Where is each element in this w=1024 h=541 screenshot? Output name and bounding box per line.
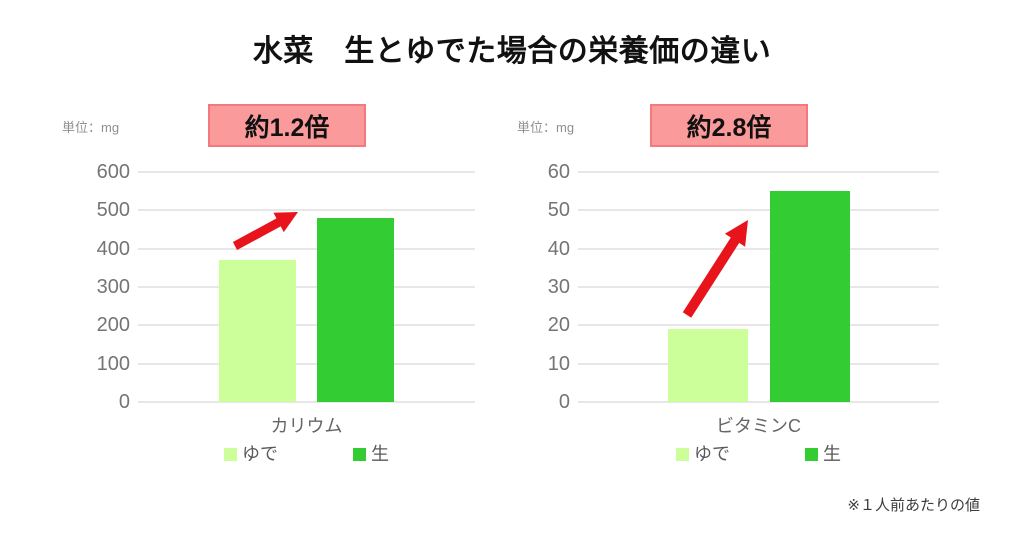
y-axis-tick-label: 40 bbox=[547, 238, 570, 260]
category-label: カリウム bbox=[270, 416, 343, 436]
bar-ゆで bbox=[219, 260, 296, 402]
y-axis-tick-label: 50 bbox=[547, 199, 570, 221]
gridline bbox=[138, 247, 475, 250]
legend-swatch bbox=[676, 447, 689, 461]
page-title: 水菜 生とゆでた場合の栄養価の違い bbox=[252, 35, 772, 68]
y-axis-tick-label: 30 bbox=[547, 276, 570, 298]
legend: ゆで 生 bbox=[138, 442, 475, 466]
gridline bbox=[578, 171, 939, 173]
y-axis-tick-label: 20 bbox=[547, 314, 570, 336]
gridline bbox=[138, 209, 475, 212]
bars bbox=[138, 172, 475, 402]
gridline bbox=[578, 401, 939, 403]
y-axis-tick-label: 600 bbox=[96, 161, 130, 183]
legend-swatch bbox=[224, 447, 237, 461]
y-axis-tick-label: 400 bbox=[96, 238, 130, 260]
gridline bbox=[578, 286, 939, 288]
y-axis-tick-label: 10 bbox=[547, 353, 570, 375]
bars bbox=[578, 172, 939, 402]
gridline bbox=[138, 286, 475, 288]
y-axis-tick-label: 0 bbox=[118, 391, 130, 413]
chart-mizuna-potassium: 単位：mg 約1.2倍 600 500 400 300 200 100 0 カリウム ゆで 生 bbox=[0, 90, 512, 490]
footnote: ※１人前あたりの値 bbox=[847, 497, 980, 514]
y-axis-tick-label: 0 bbox=[558, 391, 570, 413]
bar-ゆで bbox=[667, 329, 748, 402]
chart-mizuna-vitamin-c: 単位：mg 約2.8倍 60 50 40 30 20 10 0 ビタミンC ゆで 生 bbox=[512, 90, 1024, 490]
category-label: ビタミンC bbox=[716, 416, 801, 436]
gridline bbox=[578, 209, 939, 212]
ratio-badge: 約2.8倍 bbox=[650, 104, 808, 147]
y-axis-tick-label: 300 bbox=[96, 276, 130, 298]
gridline bbox=[138, 171, 475, 173]
y-axis-tick-label: 500 bbox=[96, 199, 130, 221]
bar-生 bbox=[769, 191, 850, 402]
bar-生 bbox=[317, 218, 394, 402]
gridline bbox=[138, 401, 475, 403]
legend-swatch bbox=[805, 447, 818, 461]
legend-item: 生 bbox=[805, 442, 841, 466]
legend-label: ゆで bbox=[694, 444, 730, 464]
ratio-badge: 約1.2倍 bbox=[208, 104, 366, 147]
y-axis-tick-label: 200 bbox=[96, 314, 130, 336]
legend-item: ゆで bbox=[676, 442, 730, 466]
gridline bbox=[578, 362, 939, 365]
y-axis-tick-label: 100 bbox=[96, 353, 130, 375]
gridline bbox=[138, 362, 475, 365]
legend-item: ゆで bbox=[224, 442, 278, 466]
legend-label: 生 bbox=[371, 444, 389, 464]
unit-label: 単位：mg bbox=[62, 120, 120, 135]
gridline bbox=[138, 324, 475, 327]
y-axis-tick-label: 60 bbox=[547, 161, 570, 183]
gridline bbox=[578, 247, 939, 250]
unit-label: 単位：mg bbox=[517, 120, 575, 135]
legend-label: 生 bbox=[823, 444, 841, 464]
plot-area: 60 50 40 30 20 10 0 bbox=[548, 161, 939, 413]
legend-item: 生 bbox=[353, 442, 389, 466]
legend-swatch bbox=[353, 447, 366, 461]
gridline bbox=[578, 324, 939, 327]
legend-label: ゆで bbox=[242, 444, 278, 464]
plot-area: 600 500 400 300 200 100 0 bbox=[97, 161, 475, 413]
legend: ゆで 生 bbox=[578, 442, 939, 466]
